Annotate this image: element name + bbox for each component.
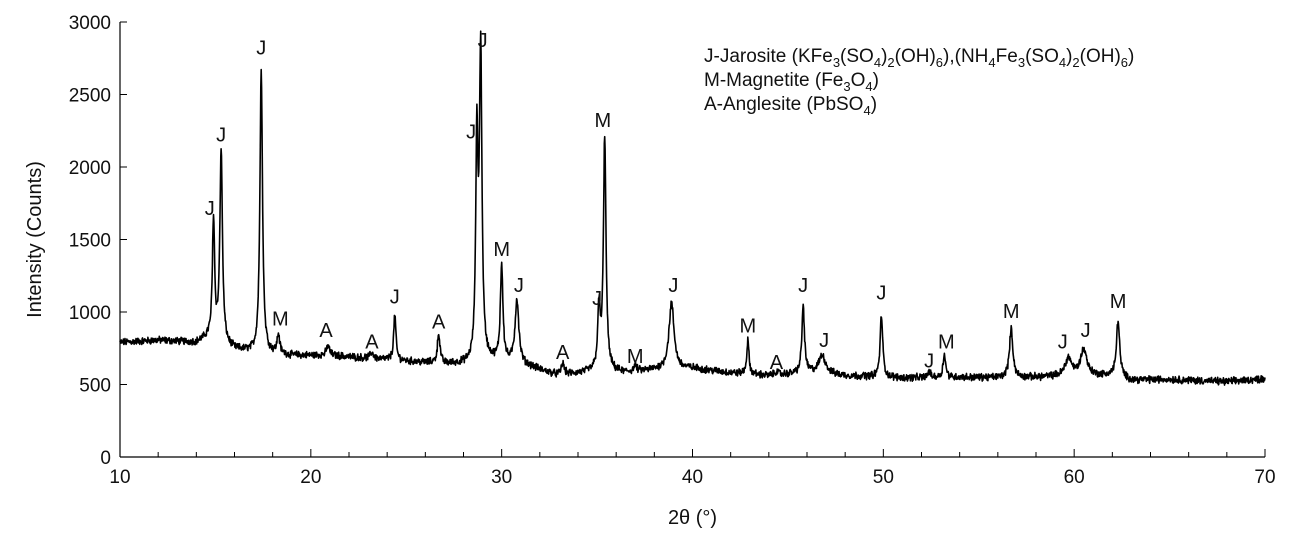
magnetite-peak-label: M — [272, 308, 289, 330]
jarosite-peak-label: J — [256, 37, 266, 59]
magnetite-peak-label: M — [1003, 301, 1020, 323]
jarosite-peak-label: J — [1058, 332, 1068, 354]
legend: J-Jarosite (KFe3(SO4)2(OH)6),(NH4Fe3(SO4… — [704, 46, 1134, 118]
legend-text-run: M-Magnetite (Fe — [704, 70, 843, 91]
x-tick-label: 30 — [491, 467, 512, 488]
jarosite-peak-label: J — [205, 198, 215, 220]
anglesite-peak-label: A — [432, 311, 446, 333]
y-tick-label: 3000 — [69, 13, 111, 34]
legend-text-run: J-Jarosite (KFe — [704, 46, 833, 67]
magnetite-peak-label: M — [740, 316, 757, 338]
jarosite-peak-label: J — [668, 275, 678, 297]
legend-text-run: A-Anglesite (PbSO — [704, 94, 863, 115]
legend-subscript: 4 — [865, 79, 872, 94]
magnetite-peak-label: M — [493, 239, 510, 261]
legend-subscript: 2 — [1072, 55, 1079, 70]
legend-subscript: 3 — [1018, 55, 1025, 70]
legend-text-run: (SO — [840, 46, 874, 67]
y-axis-title: Intensity (Counts) — [24, 161, 46, 318]
legend-entry: M-Magnetite (Fe3O4) — [704, 70, 879, 94]
legend-entry: J-Jarosite (KFe3(SO4)2(OH)6),(NH4Fe3(SO4… — [704, 46, 1134, 70]
magnetite-peak-label: M — [594, 110, 611, 132]
legend-subscript: 4 — [988, 55, 995, 70]
magnetite-peak-label: M — [1110, 291, 1127, 313]
jarosite-peak-label: J — [924, 350, 934, 372]
anglesite-peak-label: A — [556, 342, 570, 364]
legend-text-run: O — [851, 70, 866, 91]
jarosite-peak-label: J — [466, 121, 476, 143]
x-axis-title: 2θ (°) — [668, 507, 717, 529]
jarosite-peak-label: J — [514, 275, 524, 297]
legend-text-run: Fe — [996, 46, 1018, 67]
x-tick-label: 40 — [682, 467, 703, 488]
legend-text-run: (SO — [1025, 46, 1059, 67]
legend-text-run: ) — [873, 70, 879, 91]
anglesite-peak-label: A — [770, 352, 784, 374]
magnetite-peak-label: M — [627, 346, 644, 368]
y-tick-label: 2500 — [69, 86, 111, 107]
x-tick-label: 10 — [109, 467, 130, 488]
x-tick-label: 70 — [1254, 467, 1275, 488]
legend-text-run: ) — [1066, 46, 1072, 67]
jarosite-peak-label: J — [1081, 320, 1091, 342]
y-tick-label: 0 — [100, 448, 111, 469]
x-tick-label: 20 — [300, 467, 321, 488]
xrd-pattern-line — [119, 30, 1266, 386]
legend-subscript: 3 — [843, 79, 850, 94]
magnetite-peak-label: M — [938, 332, 955, 354]
jarosite-peak-label: J — [216, 124, 226, 146]
legend-subscript: 6 — [936, 55, 943, 70]
legend-text-run: ) — [1128, 46, 1134, 67]
jarosite-peak-label: J — [819, 330, 829, 352]
legend-text-run: ) — [871, 94, 877, 115]
legend-text-run: ),(NH — [943, 46, 988, 67]
y-tick-label: 1000 — [69, 303, 111, 324]
legend-subscript: 4 — [863, 103, 870, 118]
jarosite-peak-label: J — [390, 287, 400, 309]
y-tick-label: 2000 — [69, 158, 111, 179]
y-tick-label: 500 — [79, 376, 111, 397]
legend-subscript: 4 — [874, 55, 881, 70]
legend-text-run: (OH) — [895, 46, 936, 67]
legend-text-run: ) — [881, 46, 887, 67]
jarosite-peak-label: J — [798, 275, 808, 297]
axes — [119, 22, 1265, 458]
x-axis-ticks: 10 20 30 40 50 60 70 — [109, 449, 1276, 488]
anglesite-peak-label: A — [319, 320, 333, 342]
jarosite-peak-label: J — [592, 288, 602, 310]
legend-text-run: (OH) — [1080, 46, 1121, 67]
legend-subscript: 4 — [1059, 55, 1066, 70]
legend-subscript: 3 — [833, 55, 840, 70]
y-axis-ticks: 0 500 1000 1500 2000 2500 3000 — [69, 13, 127, 469]
legend-entry: A-Anglesite (PbSO4) — [704, 94, 877, 118]
x-tick-label: 50 — [873, 467, 894, 488]
jarosite-peak-label: J — [478, 30, 488, 52]
legend-subscript: 2 — [887, 55, 894, 70]
x-tick-label: 60 — [1064, 467, 1085, 488]
jarosite-peak-label: J — [876, 282, 886, 304]
anglesite-peak-label: A — [365, 332, 379, 354]
y-tick-label: 1500 — [69, 231, 111, 252]
legend-subscript: 6 — [1121, 55, 1128, 70]
